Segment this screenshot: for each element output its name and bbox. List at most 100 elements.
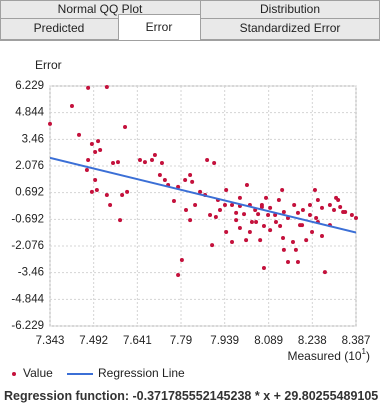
point <box>280 188 285 193</box>
tab-label[interactable]: Predicted <box>34 21 85 35</box>
tab-label[interactable]: Distribution <box>260 2 320 16</box>
point <box>315 198 320 203</box>
point <box>183 177 188 182</box>
point <box>266 213 271 218</box>
regression-operator: * x + <box>255 389 281 403</box>
point <box>224 230 229 235</box>
point <box>320 234 324 239</box>
point <box>300 208 305 213</box>
point <box>276 198 281 203</box>
y-tick-label: 4.844 <box>15 107 44 119</box>
x-tick-label: 8.238 <box>298 335 327 347</box>
y-tick-label: -6.229 <box>11 320 44 332</box>
point <box>292 203 297 208</box>
x-tick-label: 7.492 <box>79 335 108 347</box>
point <box>210 243 215 248</box>
point <box>354 215 358 220</box>
y-tick-label: -2.076 <box>11 240 44 252</box>
point <box>111 161 116 166</box>
point <box>120 193 125 198</box>
point <box>48 121 52 126</box>
tab-label[interactable]: Standardized Error <box>240 21 341 35</box>
point <box>116 160 120 165</box>
point <box>336 198 341 203</box>
point <box>84 167 89 172</box>
point <box>278 224 283 229</box>
point <box>142 160 147 165</box>
tab-selected[interactable] <box>118 14 201 41</box>
point <box>118 218 123 223</box>
point <box>188 172 193 177</box>
y-axis-label: Error <box>35 58 62 72</box>
point <box>256 212 261 217</box>
point <box>286 260 290 265</box>
y-tick-label: -3.46 <box>18 267 44 279</box>
point <box>237 225 242 230</box>
legend-label: Regression Line <box>98 366 185 380</box>
point <box>218 208 222 213</box>
regression-label: Regression function: <box>4 389 129 403</box>
point <box>93 177 98 182</box>
regression-slope: -0.371785552145238 <box>133 389 252 403</box>
point <box>205 157 210 162</box>
tab-label[interactable]: Normal QQ Plot <box>58 2 143 16</box>
point <box>150 157 154 162</box>
point <box>290 240 295 245</box>
point <box>198 189 203 194</box>
tab-label[interactable]: Error <box>146 20 173 34</box>
x-tick-label: 7.79 <box>170 335 192 347</box>
point <box>69 104 74 109</box>
point <box>184 208 188 213</box>
y-tick-label: 2.076 <box>15 160 44 172</box>
tabs: Normal QQ Plot Distribution Predicted Er… <box>0 0 380 41</box>
point <box>98 147 103 152</box>
x-tick-label: 8.089 <box>254 335 283 347</box>
point <box>314 215 319 220</box>
point <box>234 218 239 223</box>
point <box>268 228 273 233</box>
point <box>349 213 354 218</box>
legend: Value Regression Line <box>12 366 185 380</box>
x-axis-label-suffix: ) <box>366 349 370 363</box>
point <box>295 210 300 215</box>
point <box>176 272 181 277</box>
point <box>190 179 195 184</box>
point <box>320 205 324 210</box>
y-tick-label: 3.46 <box>22 133 44 145</box>
regression-line <box>50 156 356 234</box>
x-tick-label: 7.343 <box>36 335 65 347</box>
point <box>237 195 242 200</box>
point <box>162 177 167 182</box>
point <box>307 203 312 208</box>
point <box>310 230 315 235</box>
regression-intercept: 29.80255489105 <box>284 389 378 403</box>
y-tick-label: 0.692 <box>15 187 44 199</box>
x-axis-label-text: Measured (10 <box>288 349 362 363</box>
point <box>213 214 218 219</box>
point <box>212 161 217 166</box>
point <box>261 266 266 271</box>
legend-label: Value <box>23 366 53 380</box>
point <box>254 219 259 224</box>
point <box>341 209 346 214</box>
point <box>322 270 327 275</box>
point <box>273 219 278 224</box>
x-tick-label: 8.387 <box>342 335 371 347</box>
point <box>179 257 184 262</box>
legend-marker <box>12 372 16 376</box>
point <box>224 188 229 193</box>
point <box>89 189 94 194</box>
point <box>247 230 252 235</box>
y-tick-label: 6.229 <box>15 80 44 92</box>
point <box>89 141 94 146</box>
point <box>259 203 264 208</box>
y-tick-label: -4.844 <box>11 293 44 305</box>
point <box>208 213 213 218</box>
point <box>249 219 254 224</box>
point <box>244 183 249 188</box>
point <box>230 203 235 208</box>
x-axis-label-exponent: 1 <box>362 347 367 356</box>
point <box>307 213 312 218</box>
point <box>281 235 286 240</box>
